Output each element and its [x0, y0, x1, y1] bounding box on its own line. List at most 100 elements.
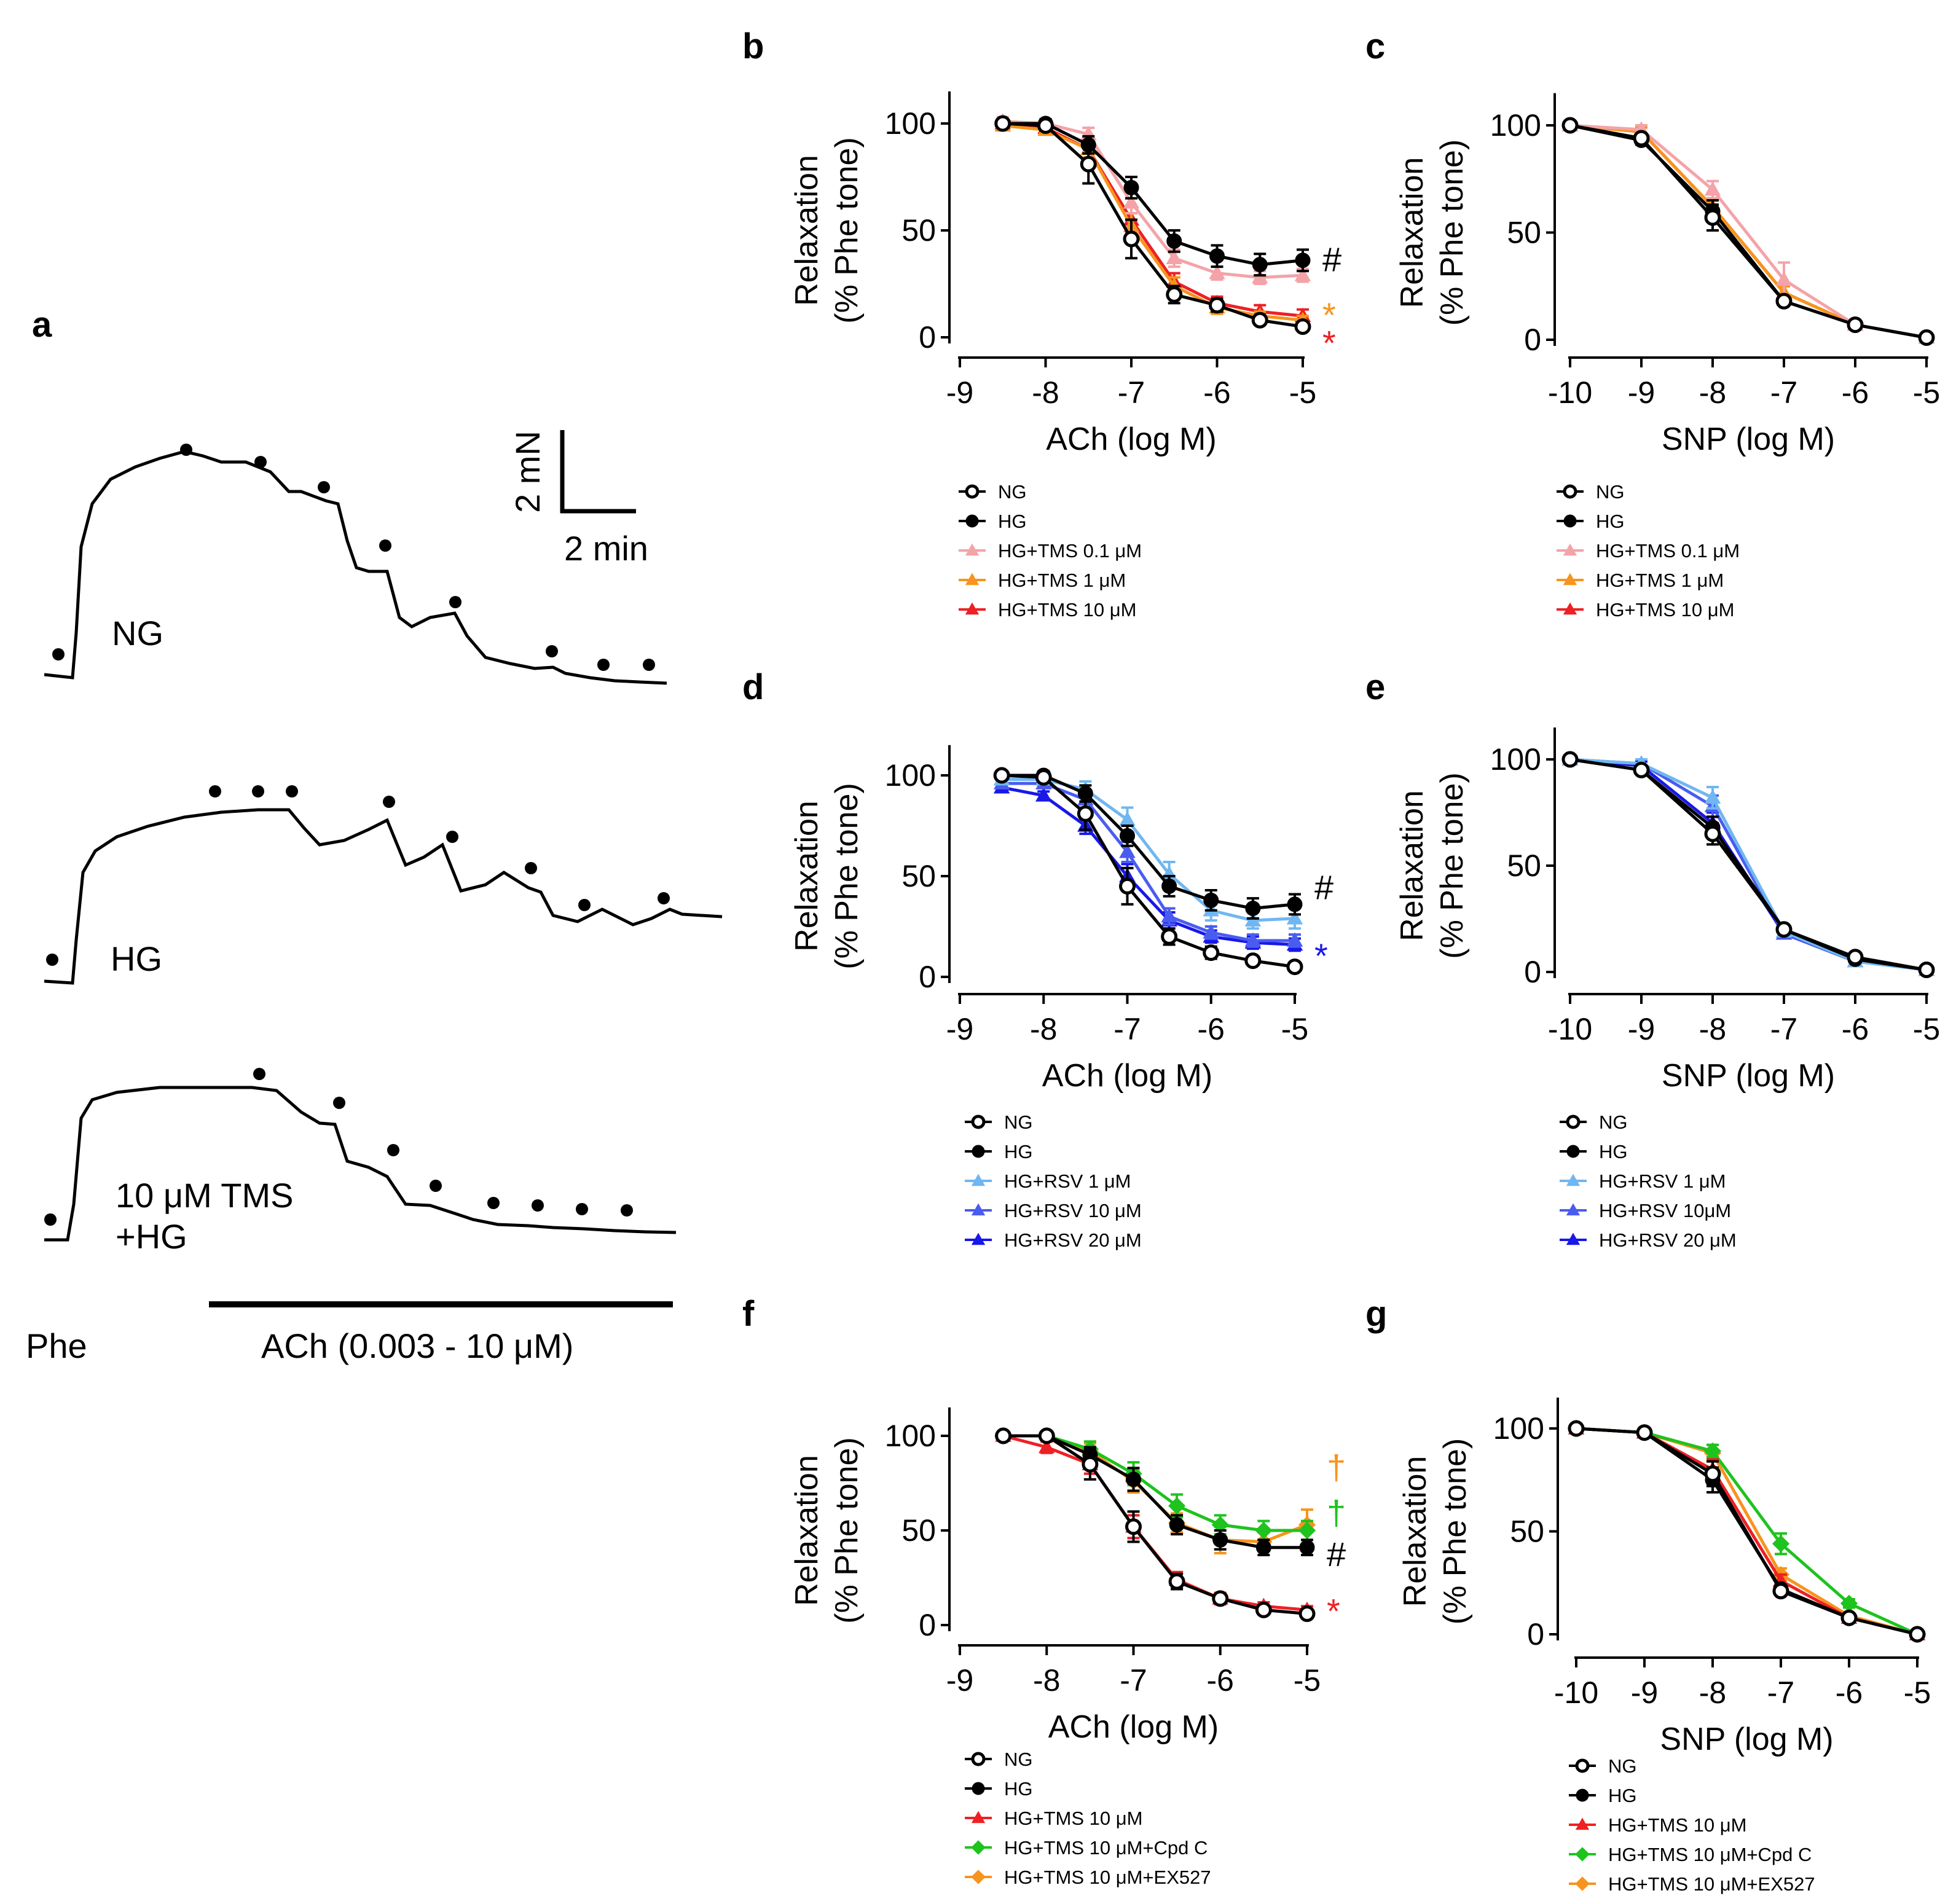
- series-hg-tms-1-m: [994, 117, 1311, 326]
- y-tick-label: 100: [885, 106, 936, 141]
- legend-label: HG: [998, 511, 1027, 532]
- legend-marker: [1575, 1847, 1590, 1862]
- data-point: [1255, 1601, 1272, 1618]
- dot: [52, 648, 65, 660]
- legend-item: HG: [1569, 1785, 1637, 1806]
- legend-item: HG: [1557, 511, 1625, 532]
- trace-label-ng: NG: [112, 614, 163, 652]
- legend-label: NG: [1004, 1111, 1033, 1133]
- significance-mark: †: [1327, 1448, 1346, 1486]
- legend-item: HG+RSV 20 μM: [965, 1229, 1142, 1251]
- series-line: [1569, 123, 1927, 339]
- data-point: [1775, 271, 1793, 286]
- x-tick-label: -9: [1628, 1012, 1655, 1046]
- legend-label: HG+RSV 10 μM: [1004, 1200, 1142, 1221]
- dot: [46, 954, 58, 966]
- data-point: [1203, 924, 1220, 939]
- series-hg-tms-0-1-m: [1561, 117, 1935, 344]
- data-point: [1161, 908, 1177, 923]
- data-point: [1203, 944, 1220, 962]
- dot: [180, 444, 192, 456]
- x-tick-label: -5: [1281, 1012, 1308, 1046]
- data-point: [1123, 179, 1139, 195]
- y-axis-title: Relaxation: [789, 801, 825, 952]
- series-line: [1569, 123, 1927, 339]
- x-tick-label: -9: [946, 1663, 973, 1698]
- significance-mark: †: [1327, 1493, 1346, 1532]
- dot: [253, 1068, 265, 1080]
- panel-letter-c: c: [1365, 26, 1385, 66]
- legend-marker: [1566, 1145, 1580, 1158]
- data-point: [1633, 761, 1650, 778]
- y-tick-label: 0: [919, 1608, 936, 1642]
- significance-mark: #: [1327, 1535, 1346, 1573]
- series-ng: [994, 115, 1311, 335]
- data-point: [1704, 789, 1721, 804]
- series-ng: [1561, 751, 1935, 979]
- data-point: [1168, 1497, 1186, 1515]
- data-point: [1203, 892, 1219, 908]
- y-tick-label: 0: [919, 960, 936, 994]
- x-tick-label: -8: [1032, 375, 1059, 410]
- y-tick-label: 0: [1524, 955, 1541, 989]
- legend-label: HG+RSV 20 μM: [1004, 1229, 1142, 1251]
- legend-marker: [972, 1782, 985, 1795]
- data-point: [1568, 1420, 1585, 1437]
- x-tick-label: -5: [1289, 375, 1316, 410]
- data-point: [1212, 1532, 1228, 1548]
- dot: [449, 596, 461, 608]
- legend-label: HG+TMS 10 μM: [1004, 1808, 1142, 1829]
- y-tick-label: 0: [919, 320, 936, 355]
- panel-a: a: [26, 305, 723, 1365]
- panel-letter-d: d: [742, 667, 764, 707]
- significance-mark: *: [1322, 323, 1336, 362]
- data-point: [1918, 962, 1935, 979]
- y-tick-label: 100: [1490, 108, 1541, 143]
- data-point: [1286, 910, 1303, 925]
- legend-label: NG: [1004, 1749, 1033, 1770]
- x-tick-label: -7: [1120, 1663, 1147, 1698]
- data-point: [1251, 268, 1268, 284]
- legend-label: HG+TMS 0.1 μM: [998, 540, 1142, 562]
- dot: [487, 1197, 500, 1209]
- dot: [209, 785, 221, 797]
- legend-label: HG+TMS 10 μM+Cpd C: [1608, 1844, 1812, 1865]
- legend-label: HG+TMS 1 μM: [998, 570, 1126, 591]
- legend-marker: [971, 1870, 986, 1884]
- x-tick-label: -9: [946, 375, 973, 410]
- data-point: [1038, 1427, 1055, 1444]
- data-point: [1847, 949, 1864, 966]
- series-ng: [1568, 1420, 1926, 1643]
- significance-mark: *: [1327, 1591, 1340, 1630]
- dot: [254, 456, 267, 468]
- dot: [383, 796, 395, 808]
- panel-f: f 0 50 100 -9 -8 -7 -6 -5 ACh (log M) Relaxation (%…: [742, 1294, 1346, 1888]
- data-point: [1775, 921, 1793, 938]
- legend-item: HG+TMS 0.1 μM: [1557, 540, 1740, 562]
- data-point: [1082, 1455, 1099, 1473]
- ach-range-label: ACh (0.003 - 10 μM): [261, 1326, 573, 1365]
- legend-label: NG: [1599, 1111, 1628, 1133]
- data-point: [1123, 194, 1140, 209]
- x-tick-label: -6: [1203, 375, 1230, 410]
- scale-bar-vertical-label: 2 mN: [508, 431, 547, 513]
- legend-label: HG: [1608, 1785, 1637, 1806]
- y-axis-subtitle: (% Phe tone): [1437, 1438, 1473, 1625]
- panel-d: d 0 50 100 -9 -8 -7 -6 -5 ACh (log M) Relaxation (%…: [742, 667, 1333, 1251]
- x-tick-label: -7: [1113, 1012, 1141, 1046]
- data-point: [1255, 1521, 1273, 1540]
- dot: [446, 831, 458, 843]
- data-point: [1037, 117, 1054, 134]
- x-axis-title: ACh (log M): [1042, 1058, 1212, 1094]
- legend-marker: [971, 1232, 986, 1245]
- trace-label-tms-line2: +HG: [116, 1217, 187, 1256]
- panel-b: b 0 50 100 -9 -8 -7 -6 -5 ACh (log M) Relaxation (%…: [742, 26, 1341, 621]
- data-point: [1244, 932, 1262, 947]
- x-tick-label: -8: [1699, 375, 1726, 410]
- y-axis-subtitle: (% Phe tone): [829, 137, 865, 324]
- legend-item: HG+RSV 10μM: [1560, 1200, 1731, 1221]
- data-point: [1125, 1518, 1142, 1535]
- legend-marker: [971, 1811, 986, 1824]
- data-point: [1035, 787, 1052, 802]
- legend-item: HG: [965, 1778, 1033, 1800]
